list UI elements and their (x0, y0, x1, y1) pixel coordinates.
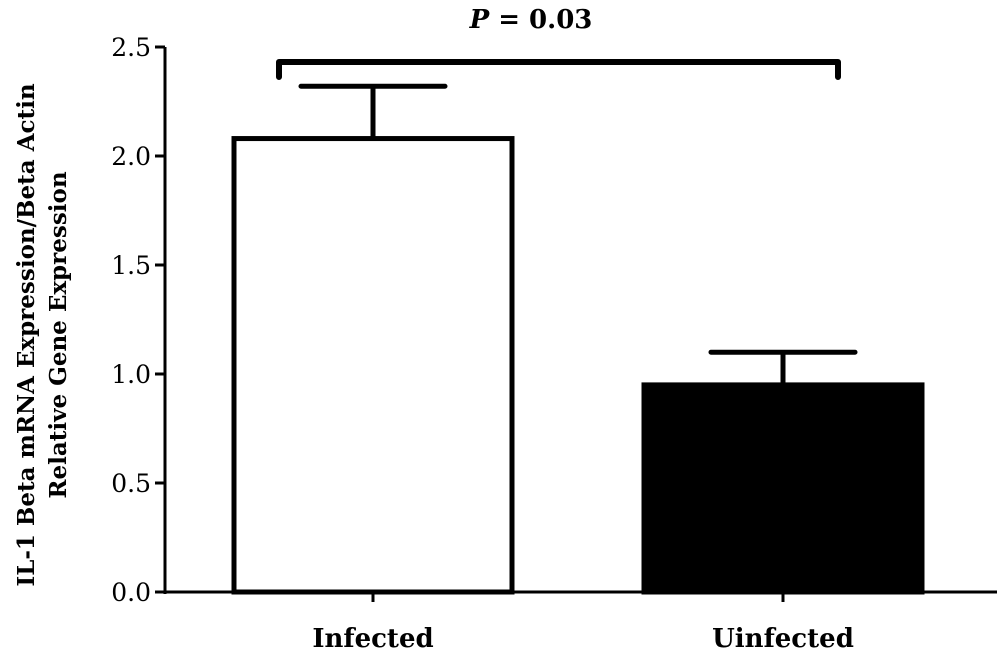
y-tick-label: 2.0 (111, 142, 151, 171)
p-value-annotation: P = 0.03 (469, 5, 593, 35)
y-axis-title-line-2: Relative Gene Expression (45, 171, 72, 498)
x-tick-label-uinfected: Uinfected (712, 624, 854, 654)
p-value-text: = 0.03 (489, 5, 592, 35)
p-value-symbol: P (469, 5, 491, 35)
significance-bracket (276, 59, 841, 80)
plot-area: 0.0 0.5 1.0 1.5 2.0 2.5 Infected Uinfected (111, 33, 997, 654)
bar-infected (231, 136, 515, 595)
y-tick-label: 1.0 (111, 360, 151, 389)
x-tick-label-infected: Infected (312, 624, 433, 654)
y-tick-label: 0.0 (111, 578, 151, 607)
y-axis-title-line-1: IL-1 Beta mRNA Expression/Beta Actin (13, 83, 40, 586)
y-tick-label: 1.5 (111, 251, 151, 280)
y-tick-label: 2.5 (111, 33, 151, 62)
y-axis-title: IL-1 Beta mRNA Expression/Beta Actin Rel… (13, 83, 72, 586)
bar-uinfected (641, 382, 925, 595)
y-tick-label: 0.5 (111, 469, 151, 498)
